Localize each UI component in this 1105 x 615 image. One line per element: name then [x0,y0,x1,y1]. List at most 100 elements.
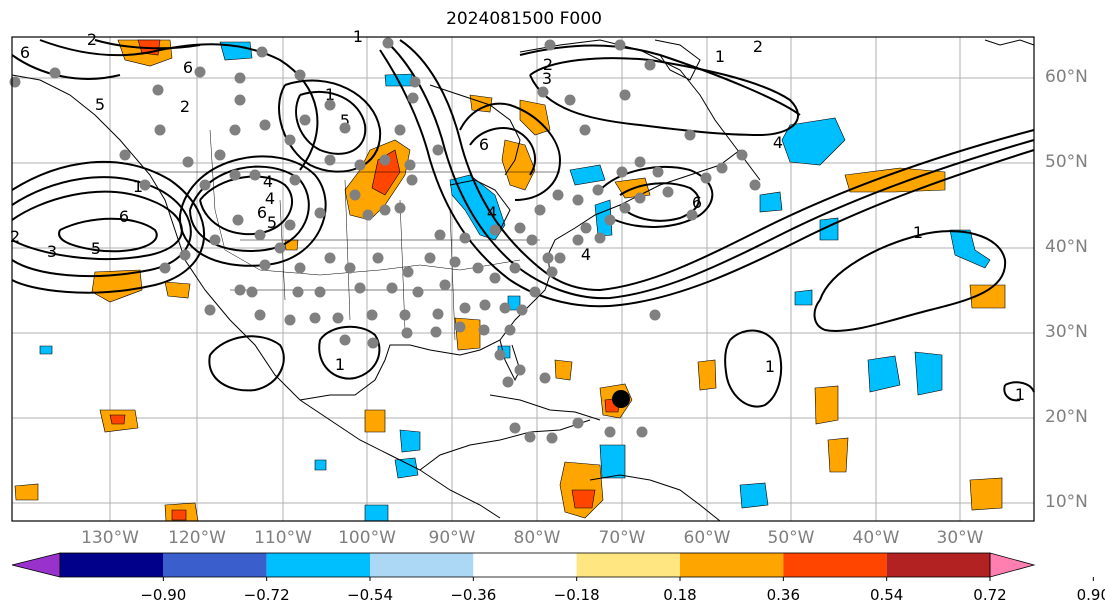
contour-label: 6 [257,203,267,222]
longitude-label: 110°W [254,528,312,548]
station-dot [379,204,391,216]
station-dot [254,309,266,321]
station-dot [292,286,304,298]
station-dot [514,222,526,234]
negative-anomaly [314,459,327,471]
station-dot [592,184,604,196]
contour-label: 1 [1015,385,1025,404]
colorbar [11,552,1094,581]
latitude-label: 30°N [1045,322,1088,342]
colorbar-frame [59,552,991,578]
contour-label: 2 [543,55,553,74]
station-dot [9,76,21,88]
longitude-label: 120°W [168,528,226,548]
station-dot [489,272,501,284]
station-dot [234,284,246,296]
contour-label: 6 [119,207,129,226]
station-dot [254,229,266,241]
station-dot [499,302,511,314]
contour-label: 5 [91,239,101,258]
station-dot [332,312,344,324]
station-dot [546,266,558,278]
station-dot [362,209,374,221]
station-dot [366,309,378,321]
station-dot [404,159,416,171]
longitude-label: 90°W [428,528,476,548]
station-dot [214,149,226,161]
contour-label: 1 [133,177,143,196]
station-dot [179,249,191,261]
station-dot [349,189,361,201]
negative-anomaly [867,355,901,393]
contour-label: 6 [479,135,489,154]
station-dot [152,84,164,96]
colorbar-segment [886,553,990,577]
station-dot [579,124,591,136]
contour-label: 1 [913,223,923,242]
station-dot [636,426,648,438]
station-dot [394,202,406,214]
station-dot [324,252,336,264]
station-dot [509,422,521,434]
station-dot [399,309,411,321]
contour-label: 2 [10,227,20,246]
contour-label: 1 [335,355,345,374]
station-dot [194,66,206,78]
station-dot [154,124,166,136]
positive-anomaly [827,437,849,473]
negative-anomaly [394,457,419,479]
station-dot [504,324,516,336]
station-dot [314,207,326,219]
station-dot [234,94,246,106]
station-dot [256,46,268,58]
longitude-label: 130°W [81,528,139,548]
longitude-label: 100°W [338,528,396,548]
station-dot [289,174,301,186]
station-dot [580,222,592,234]
station-dot [736,149,748,161]
station-dot [546,432,558,444]
station-dot [594,232,606,244]
positive-anomaly [969,477,1003,511]
station-dot [324,154,336,166]
negative-anomaly [594,199,613,237]
longitude-label: 60°W [683,528,731,548]
station-dot [354,282,366,294]
station-dot [700,172,712,184]
station-dot [502,376,514,388]
contour-label: 1 [325,85,335,104]
colorbar-extend-low [11,552,61,578]
colorbar-segment [680,553,784,577]
negative-anomaly [949,229,991,269]
contour-label: 3 [542,69,552,88]
station-dot [572,417,584,429]
station-dot [432,144,444,156]
station-dot [572,234,584,246]
station-dot [249,169,261,181]
station-dot [299,114,311,126]
positive-anomaly [814,385,839,425]
station-dot [209,234,221,246]
contour-label: 4 [265,189,275,208]
negative-anomaly [794,289,813,306]
station-dot [324,99,336,111]
station-dot [529,286,541,298]
station-dot [386,282,398,294]
colorbar-extend-high [989,552,1036,578]
station-dot [309,312,321,324]
station-dot [649,309,661,321]
station-dot [434,229,446,241]
station-dot [402,266,414,278]
station-dot [430,326,442,338]
colorbar-tick-label: −0.18 [553,586,600,604]
contour-label: 5 [95,95,105,114]
station-dot [159,262,171,274]
station-dot [379,154,391,166]
station-dot [119,149,131,161]
colorbar-segment [163,553,267,577]
station-dot [686,209,698,221]
station-dot [478,324,490,336]
contour-label: 6 [692,193,702,212]
